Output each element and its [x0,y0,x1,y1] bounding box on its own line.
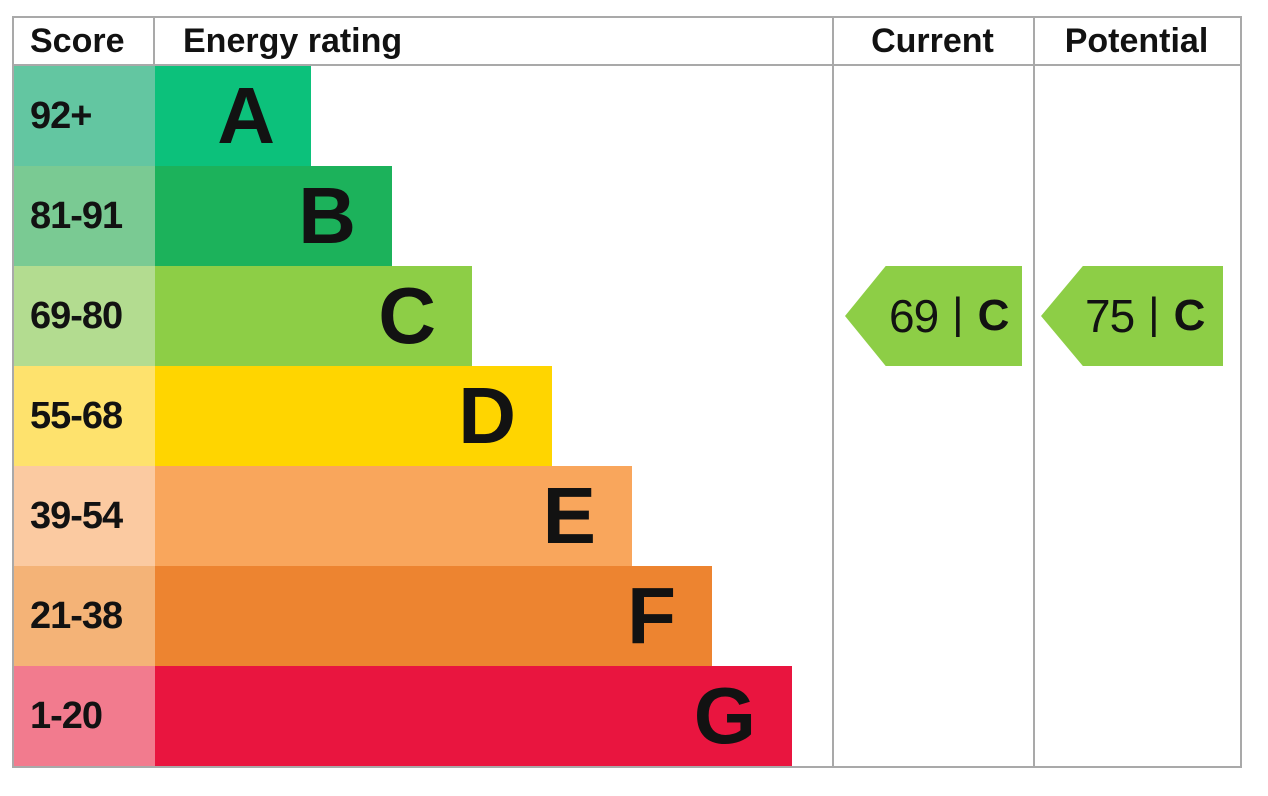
band-letter-f: F [627,571,676,660]
band-row-f: 21-38 F [14,566,1240,666]
band-row-d: 55-68 D [14,366,1240,466]
score-range-d: 55-68 [14,366,155,466]
epc-rating-table: Score Energy rating Current Potential 92… [12,16,1242,768]
score-range-e: 39-54 [14,466,155,566]
potential-rating-value: 75 [1085,290,1135,342]
band-bar-a: A [155,66,311,166]
band-row-e: 39-54 E [14,466,1240,566]
potential-column-divider [1033,18,1035,766]
score-range-c: 69-80 [14,266,155,366]
band-bar-g: G [155,666,792,766]
current-rating-letter: C [977,291,1010,340]
band-row-g: 1-20 G [14,666,1240,766]
current-rating-value: 69 [889,290,939,342]
score-range-b: 81-91 [14,166,155,266]
current-column-header: Current [871,21,994,60]
band-bar-f: F [155,566,712,666]
potential-column-header: Potential [1064,21,1209,60]
table-header: Score Energy rating Current Potential [14,18,1240,66]
band-letter-d: D [458,371,516,460]
score-column-header: Score [14,18,155,64]
score-range-a: 92+ [14,66,155,166]
current-rating-arrow: 69 | C [845,266,1022,366]
band-row-c: 69-80 C [14,266,1240,366]
band-bar-c: C [155,266,472,366]
band-bar-d: D [155,366,552,466]
band-letter-a: A [217,71,275,160]
band-letter-b: B [298,171,356,260]
current-column-divider [832,18,834,766]
band-row-b: 81-91 B [14,166,1240,266]
energy-rating-column-header: Energy rating [183,21,403,60]
band-bar-b: B [155,166,392,266]
band-bar-e: E [155,466,632,566]
band-letter-e: E [542,471,596,560]
potential-rating-separator: | [1148,289,1160,338]
band-rows: 92+ A 81-91 B 69-80 C 55-68 D 39-54 [14,66,1240,766]
band-row-a: 92+ A [14,66,1240,166]
score-range-g: 1-20 [14,666,155,766]
band-letter-c: C [378,271,436,360]
potential-rating-letter: C [1173,291,1206,340]
score-range-f: 21-38 [14,566,155,666]
potential-rating-arrow: 75 | C [1041,266,1223,366]
current-rating-separator: | [952,289,964,338]
band-letter-g: G [693,671,756,760]
